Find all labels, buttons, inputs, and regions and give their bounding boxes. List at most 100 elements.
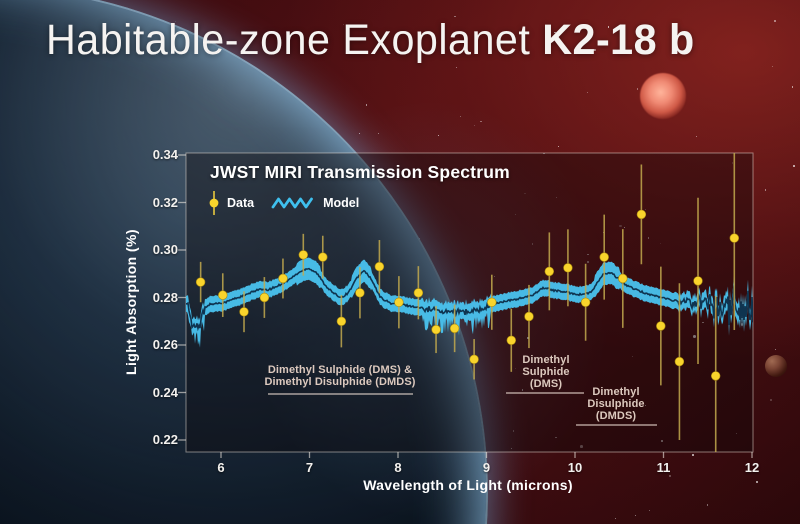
star: [524, 192, 526, 194]
data-point: [413, 288, 424, 298]
y-tick-label: 0.22: [152, 432, 178, 447]
data-point: [563, 263, 573, 273]
legend-data-label: Data: [227, 196, 255, 210]
star: [706, 504, 709, 506]
data-point: [374, 261, 385, 272]
data-point: [259, 292, 270, 303]
red-dwarf-star: [640, 73, 686, 119]
data-point: [729, 233, 739, 243]
star: [455, 66, 457, 68]
star: [619, 224, 622, 228]
data-point: [693, 276, 703, 286]
star: [175, 21, 177, 23]
y-tick-label: 0.28: [152, 289, 178, 305]
star: [554, 31, 557, 34]
legend-model-label: Model: [323, 196, 360, 210]
star: [593, 48, 597, 52]
x-tick-label: 10: [567, 460, 583, 475]
star: [660, 242, 662, 244]
star: [693, 334, 697, 338]
annotation-underlines: [268, 392, 657, 426]
data-point: [636, 209, 647, 220]
star: [527, 337, 530, 339]
x-tick-label: 6: [217, 460, 225, 475]
data-point: [544, 266, 554, 277]
star: [624, 227, 626, 229]
y-tick-label: 0.34: [152, 147, 178, 162]
legend-item-data: Data: [208, 190, 254, 216]
star: [454, 15, 456, 18]
star: [480, 120, 482, 123]
star: [377, 132, 379, 134]
star: [512, 430, 515, 432]
annotation-line: Dimethyl: [592, 386, 640, 398]
x-tick-label: 12: [744, 460, 760, 475]
star: [348, 27, 350, 29]
star: [365, 104, 368, 106]
star: [459, 115, 461, 117]
data-point: [618, 273, 628, 284]
x-tick-label: 7: [305, 460, 314, 475]
data-point: [336, 316, 347, 326]
model-line-icon: [271, 197, 313, 209]
data-point: [656, 321, 666, 331]
page-title-planet-name: K2-18 b: [542, 16, 695, 64]
star: [614, 517, 617, 519]
star: [631, 356, 633, 358]
star: [793, 165, 795, 167]
star: [545, 25, 548, 28]
annotation: Dimethyl Sulphide (DMS): [436, 354, 656, 390]
data-point: [710, 371, 721, 381]
data-point: [599, 252, 609, 262]
star: [695, 135, 698, 138]
page-title-light: Habitable-zone Exoplanet: [46, 16, 543, 64]
star: [342, 23, 345, 26]
annotation-line: (DMS): [529, 377, 563, 390]
data-point: [318, 252, 328, 262]
legend-item-model: Model: [270, 194, 359, 212]
data-point: [355, 288, 365, 298]
star: [580, 445, 583, 448]
star: [586, 92, 588, 94]
data-point: [278, 273, 288, 284]
y-tick-label: 0.26: [152, 337, 178, 352]
star: [514, 213, 517, 216]
star: [764, 189, 767, 191]
star: [735, 433, 737, 435]
data-point: [394, 297, 404, 307]
star: [395, 178, 398, 181]
annotation-line: (DMDS): [595, 409, 637, 422]
annotation: Dimethyl Disulphide (DMDS): [506, 386, 726, 422]
data-point-icon: [209, 191, 219, 215]
star: [636, 87, 639, 90]
data-point: [580, 297, 591, 307]
star: [611, 285, 613, 287]
x-tick-label: 11: [656, 460, 671, 475]
star: [556, 196, 558, 198]
star: [554, 436, 557, 439]
star: [554, 369, 556, 372]
data-point: [487, 297, 497, 307]
data-point: [524, 311, 534, 322]
star: [669, 475, 671, 477]
star: [775, 348, 777, 350]
x-tick-label: 9: [482, 460, 491, 475]
star: [647, 237, 650, 239]
star: [474, 125, 476, 127]
data-point: [674, 356, 685, 367]
chart-legend: Data Model: [208, 190, 359, 216]
data-points-group: [195, 209, 739, 381]
annotation: Dimethyl Sulphide (DMS) & Dimethyl Disulp…: [230, 364, 450, 389]
axis-ticks: [178, 154, 753, 458]
star: [756, 480, 759, 483]
star: [454, 177, 457, 181]
star: [692, 454, 694, 456]
star: [587, 260, 589, 263]
star: [731, 162, 734, 165]
star: [644, 404, 647, 407]
data-point: [195, 277, 206, 287]
star: [514, 368, 517, 370]
star: [521, 389, 524, 391]
page-title: Habitable-zone Exoplanet K2-18 b: [46, 16, 756, 65]
